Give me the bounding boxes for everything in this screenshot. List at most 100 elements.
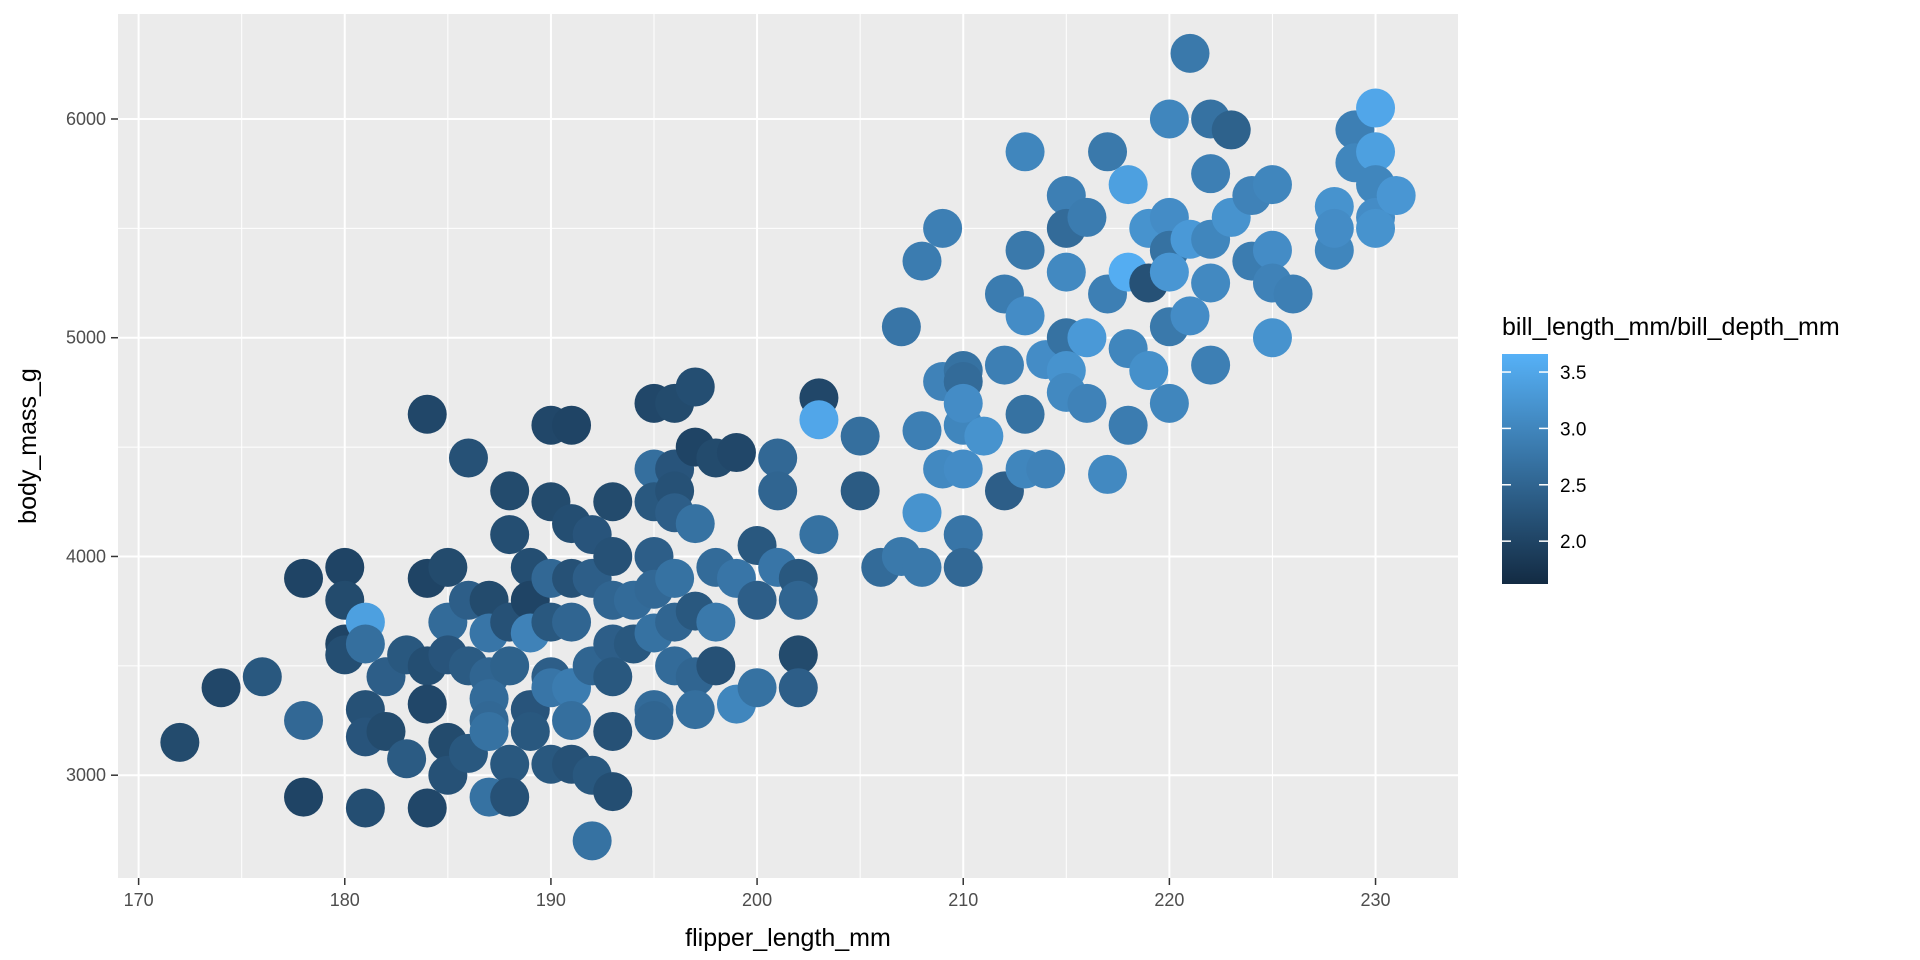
data-point [943,515,983,555]
data-point [1356,208,1396,248]
legend: bill_length_mm/bill_depth_mm 2.0 2.5 3.0 3.… [1502,313,1840,584]
data-point [1149,99,1189,139]
data-point [696,646,736,686]
data-point [490,471,530,511]
data-point [552,405,592,445]
data-point [428,547,468,587]
data-point [284,558,324,598]
data-point [552,602,592,642]
data-point [1088,454,1128,494]
data-point [1088,132,1128,172]
data-point [923,208,963,248]
data-point [964,416,1004,456]
data-point [448,438,488,478]
data-point [902,493,942,533]
data-point [1149,383,1189,423]
data-point [407,394,447,434]
data-point [881,307,921,347]
data-point [160,722,200,762]
data-point [778,635,818,675]
data-point [758,471,798,511]
legend-tick-label: 2.5 [1560,476,1586,497]
data-point [840,471,880,511]
y-tick-label: 6000 [66,109,106,129]
data-point [1314,208,1354,248]
data-point [943,383,983,423]
x-tick-label: 210 [948,890,978,910]
data-point [1005,394,1045,434]
data-point [902,241,942,281]
data-point [1005,230,1045,270]
data-point [407,788,447,828]
data-point [1108,405,1148,445]
data-point [366,711,406,751]
data-point [758,438,798,478]
data-point [552,701,592,741]
legend-ticks: 2.0 2.5 3.0 3.5 [1502,363,1586,553]
data-point [490,646,530,686]
y-tick-label: 3000 [66,765,106,785]
data-point [1149,252,1189,292]
data-point [1067,383,1107,423]
data-point [1252,230,1292,270]
data-point [943,449,983,489]
data-point [737,668,777,708]
x-axis: 170 180 190 200 210 220 230 [124,878,1391,910]
data-point [1108,165,1148,205]
data-point [593,772,633,812]
data-point [201,668,241,708]
data-point [1129,351,1169,391]
data-point [984,345,1024,385]
data-point [634,701,674,741]
data-point [1026,449,1066,489]
data-point [387,739,427,779]
data-point [1356,88,1396,128]
data-point [325,547,365,587]
data-point [593,482,633,522]
data-point [1067,197,1107,237]
legend-tick-label: 3.0 [1560,419,1586,440]
data-point [1376,176,1416,216]
data-point [593,657,633,697]
data-point [737,580,777,620]
data-point [943,547,983,587]
data-point [1273,274,1313,314]
data-point [407,684,447,724]
data-point [284,701,324,741]
x-tick-label: 230 [1361,890,1391,910]
data-point [490,744,530,784]
data-point [778,580,818,620]
data-point [345,788,385,828]
data-point [593,536,633,576]
legend-tick-label: 2.0 [1560,532,1586,553]
data-point [1252,318,1292,358]
data-point [655,558,695,598]
x-tick-label: 170 [124,890,154,910]
y-tick-label: 4000 [66,546,106,566]
y-axis-title: body_mass_g [14,368,42,524]
data-point [1356,132,1396,172]
x-tick-label: 220 [1154,890,1184,910]
data-point [1191,154,1231,194]
x-tick-label: 190 [536,890,566,910]
data-point [284,777,324,817]
x-axis-title: flipper_length_mm [685,924,891,952]
data-point [675,504,715,544]
data-point [840,416,880,456]
x-tick-label: 200 [742,890,772,910]
data-point [593,711,633,751]
y-tick-label: 5000 [66,328,106,348]
data-point [1170,296,1210,336]
data-point [469,711,509,751]
data-point [572,821,612,861]
x-tick-label: 180 [330,890,360,910]
data-point [675,367,715,407]
data-points [160,33,1416,861]
data-point [778,668,818,708]
data-point [1211,110,1251,150]
y-axis: 3000 4000 5000 6000 [66,109,118,785]
data-point [242,657,282,697]
data-point [1005,132,1045,172]
